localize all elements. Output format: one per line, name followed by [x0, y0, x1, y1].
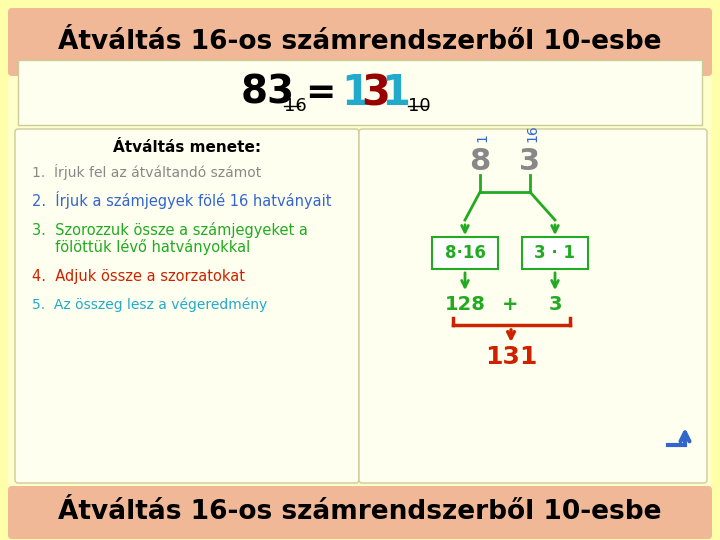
Text: Átváltás 16-os számrendszerből 10-esbe: Átváltás 16-os számrendszerből 10-esbe — [58, 29, 662, 55]
FancyBboxPatch shape — [432, 237, 498, 269]
FancyBboxPatch shape — [522, 237, 588, 269]
Text: 4.  Adjuk össze a szorzatokat: 4. Adjuk össze a szorzatokat — [32, 269, 245, 285]
Text: 2.  Írjuk a számjegyek fölé 16 hatványait: 2. Írjuk a számjegyek fölé 16 hatványait — [32, 191, 331, 209]
Text: 3.  Szorozzuk össze a számjegyeket a: 3. Szorozzuk össze a számjegyeket a — [32, 222, 308, 238]
Text: 5.  Az összeg lesz a végeredmény: 5. Az összeg lesz a végeredmény — [32, 298, 267, 312]
Text: 1: 1 — [475, 133, 489, 142]
FancyBboxPatch shape — [15, 129, 359, 483]
FancyBboxPatch shape — [8, 486, 712, 539]
FancyBboxPatch shape — [8, 8, 712, 76]
Text: 1: 1 — [382, 72, 410, 114]
FancyBboxPatch shape — [8, 76, 712, 489]
Text: 1: 1 — [341, 72, 371, 114]
Text: 10: 10 — [408, 97, 431, 115]
Text: +: + — [502, 295, 518, 314]
Text: 8·16: 8·16 — [444, 244, 485, 262]
Text: 128: 128 — [444, 295, 485, 314]
Text: =: = — [305, 76, 336, 110]
Text: Átváltás 16-os számrendszerből 10-esbe: Átváltás 16-os számrendszerből 10-esbe — [58, 499, 662, 525]
Text: 3 · 1: 3 · 1 — [534, 244, 575, 262]
FancyBboxPatch shape — [18, 60, 702, 125]
Text: 131: 131 — [485, 345, 537, 369]
Text: 83: 83 — [241, 74, 295, 112]
Text: 3: 3 — [548, 295, 562, 314]
Text: 16: 16 — [284, 97, 307, 115]
Text: 8: 8 — [469, 147, 490, 177]
FancyBboxPatch shape — [359, 129, 707, 483]
Text: 16: 16 — [525, 124, 539, 142]
Text: Átváltás menete:: Átváltás menete: — [113, 139, 261, 154]
Text: 1.  Írjuk fel az átváltandó számot: 1. Írjuk fel az átváltandó számot — [32, 164, 261, 180]
Text: 3: 3 — [361, 72, 390, 114]
Text: fölöttük lévő hatványokkal: fölöttük lévő hatványokkal — [32, 239, 251, 255]
Text: 3: 3 — [519, 147, 541, 177]
